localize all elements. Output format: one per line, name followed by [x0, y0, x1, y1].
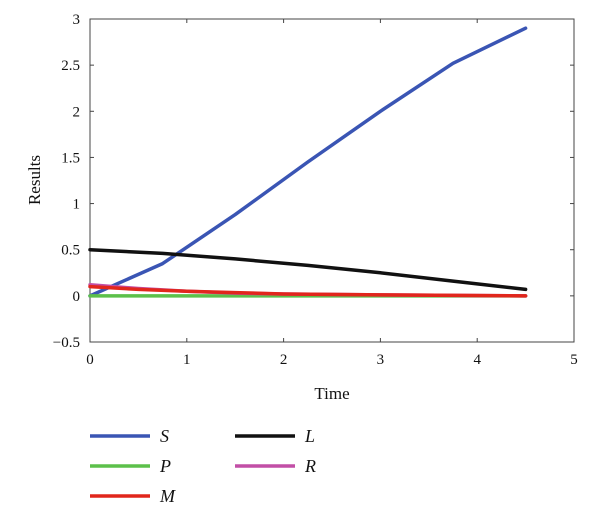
- x-tick-label: 0: [86, 352, 94, 368]
- legend-entry-l: L: [235, 426, 315, 446]
- x-tick-label: 1: [183, 352, 191, 368]
- x-tick-label: 2: [280, 352, 288, 368]
- legend-label: P: [159, 456, 171, 476]
- y-tick-label: 1: [73, 197, 81, 213]
- legend-entry-p: P: [90, 456, 171, 476]
- series-line-l: [88, 247, 528, 292]
- legend: S L P R M: [90, 426, 316, 506]
- series-line-s: [88, 26, 528, 298]
- y-tick-label: 2: [73, 104, 81, 120]
- y-tick-label: −0.5: [53, 335, 80, 351]
- legend-entry-s: S: [90, 426, 169, 446]
- series-lines: [88, 26, 528, 298]
- x-axis-title: Time: [314, 384, 349, 403]
- plot-area: [89, 18, 575, 343]
- y-tick-label: 1.5: [61, 150, 80, 166]
- legend-label: L: [304, 426, 315, 446]
- x-tick-label: 3: [377, 352, 385, 368]
- x-tick-label: 5: [570, 352, 578, 368]
- series-line-m: [88, 284, 528, 298]
- legend-entry-r: R: [235, 456, 316, 476]
- y-axis-title: Results: [25, 155, 44, 205]
- y-tick-label: 3: [73, 12, 81, 28]
- x-tick-label: 4: [473, 352, 481, 368]
- legend-label: M: [159, 486, 176, 506]
- legend-label: R: [304, 456, 316, 476]
- y-tick-label: 2.5: [61, 58, 80, 74]
- legend-label: S: [160, 426, 169, 446]
- y-tick-label: 0: [73, 289, 81, 305]
- y-tick-label: 0.5: [61, 243, 80, 259]
- legend-entry-m: M: [90, 486, 176, 506]
